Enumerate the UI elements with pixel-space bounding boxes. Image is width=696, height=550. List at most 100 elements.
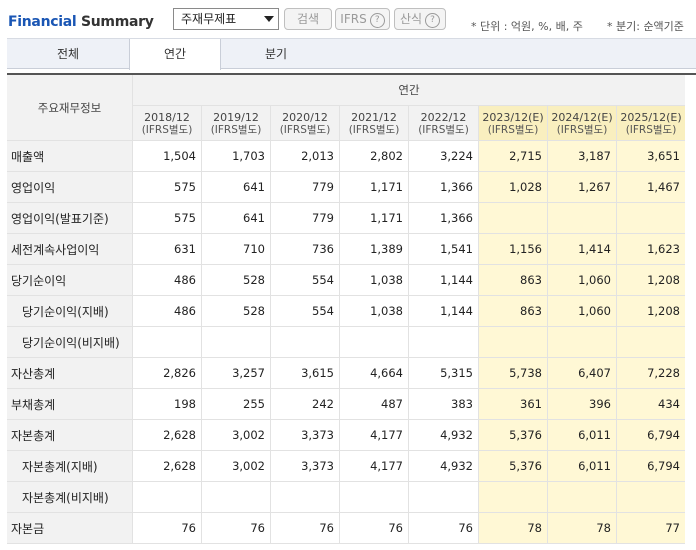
table-cell	[408, 482, 478, 513]
table-cell: 575	[132, 172, 201, 203]
corner-header: 주요재무정보	[7, 75, 132, 141]
column-header: 2022/12 (IFRS별도)	[408, 106, 478, 141]
column-method: (IFRS별도)	[279, 123, 331, 136]
table-cell: 1,171	[339, 172, 408, 203]
table-cell: 1,038	[339, 296, 408, 327]
table-cell	[408, 327, 478, 358]
table-cell: 1,156	[478, 234, 547, 265]
table-cell: 528	[201, 265, 270, 296]
table-cell: 3,187	[547, 141, 616, 172]
table-cell: 4,177	[339, 451, 408, 482]
tab-all[interactable]: 전체	[56, 47, 80, 61]
column-period: 2024/12(E)	[551, 110, 613, 124]
table-cell	[616, 482, 685, 513]
table-cell	[547, 327, 616, 358]
table-cell	[132, 327, 201, 358]
column-period: 2020/12	[282, 110, 328, 124]
table-cell: 3,373	[270, 451, 339, 482]
table-cell: 487	[339, 389, 408, 420]
table-cell: 6,407	[547, 358, 616, 389]
table-cell	[339, 327, 408, 358]
column-method: (IFRS별도)	[210, 123, 262, 136]
table-cell: 3,224	[408, 141, 478, 172]
table-cell: 528	[201, 296, 270, 327]
table-cell: 78	[478, 513, 547, 544]
table-cell: 554	[270, 296, 339, 327]
table-cell: 1,541	[408, 234, 478, 265]
column-header: 2018/12 (IFRS별도)	[132, 106, 201, 141]
question-icon: ?	[369, 13, 385, 28]
column-header: 2025/12(E) (IFRS별도)	[616, 106, 685, 141]
table-cell	[478, 203, 547, 234]
table-cell: 1,504	[132, 141, 201, 172]
column-header: 2024/12(E) (IFRS별도)	[547, 106, 616, 141]
table-cell: 3,002	[201, 451, 270, 482]
table-cell: 255	[201, 389, 270, 420]
period-note: * 분기: 순액기준	[607, 20, 684, 33]
page-title: Financial Summary	[8, 14, 154, 30]
table-cell: 78	[547, 513, 616, 544]
table-cell	[547, 203, 616, 234]
column-method: (IFRS별도)	[625, 123, 677, 136]
table-cell	[201, 482, 270, 513]
row-label: 영업이익(발표기준)	[7, 203, 132, 234]
table-cell: 4,932	[408, 451, 478, 482]
table-cell: 76	[132, 513, 201, 544]
search-button[interactable]: 검색	[284, 8, 332, 30]
table-cell: 1,389	[339, 234, 408, 265]
table-cell: 6,794	[616, 451, 685, 482]
table-cell: 575	[132, 203, 201, 234]
ifrs-label: IFRS	[340, 12, 367, 26]
table-cell: 1,060	[547, 296, 616, 327]
statement-select[interactable]: 주재무제표	[173, 8, 279, 30]
row-label: 매출액	[7, 141, 132, 172]
table-cell: 1,144	[408, 296, 478, 327]
table-cell: 77	[616, 513, 685, 544]
table-cell: 1,171	[339, 203, 408, 234]
table-cell: 779	[270, 203, 339, 234]
table-cell	[616, 327, 685, 358]
table-cell: 361	[478, 389, 547, 420]
table-cell: 1,028	[478, 172, 547, 203]
table-cell: 76	[270, 513, 339, 544]
tab-annual[interactable]: 연간	[129, 39, 221, 70]
table-cell: 4,664	[339, 358, 408, 389]
table-cell	[132, 482, 201, 513]
chevron-down-icon	[264, 16, 274, 22]
table-cell: 1,366	[408, 172, 478, 203]
row-label: 당기순이익	[7, 265, 132, 296]
table-cell: 2,802	[339, 141, 408, 172]
table-cell: 2,826	[132, 358, 201, 389]
formula-help-button[interactable]: 산식?	[394, 8, 446, 30]
tab-quarterly[interactable]: 분기	[264, 47, 288, 61]
table-cell: 3,257	[201, 358, 270, 389]
ifrs-help-button[interactable]: IFRS?	[335, 8, 390, 30]
group-header-annual: 연간	[132, 75, 685, 106]
statement-select-value: 주재무제표	[181, 12, 237, 26]
table-cell: 7,228	[616, 358, 685, 389]
column-period: 2018/12	[144, 110, 190, 124]
column-method: (IFRS별도)	[348, 123, 400, 136]
table-cell: 1,623	[616, 234, 685, 265]
table-cell: 863	[478, 296, 547, 327]
column-period: 2022/12	[420, 110, 467, 124]
table-cell: 1,703	[201, 141, 270, 172]
title-financial: Financial	[8, 14, 77, 30]
title-summary: Summary	[80, 14, 154, 30]
table-cell: 486	[132, 296, 201, 327]
table-cell: 5,376	[478, 420, 547, 451]
top-toolbar: Financial Summary 주재무제표 검색 IFRS? 산식? * 단…	[0, 0, 696, 38]
column-method: (IFRS별도)	[556, 123, 608, 136]
table-cell: 3,002	[201, 420, 270, 451]
column-period: 2023/12(E)	[482, 110, 544, 124]
row-label: 자산총계	[7, 358, 132, 389]
row-label: 영업이익	[7, 172, 132, 203]
financial-summary-table: 주요재무정보 연간 2018/12 (IFRS별도) 2019/12 (IFRS별도) 20…	[7, 73, 696, 550]
table-cell	[616, 203, 685, 234]
column-header: 2021/12 (IFRS별도)	[339, 106, 408, 141]
table-cell: 3,373	[270, 420, 339, 451]
table-cell: 383	[408, 389, 478, 420]
table-cell: 1,060	[547, 265, 616, 296]
table-cell: 486	[132, 265, 201, 296]
row-label: 자본총계(비지배)	[7, 482, 132, 513]
